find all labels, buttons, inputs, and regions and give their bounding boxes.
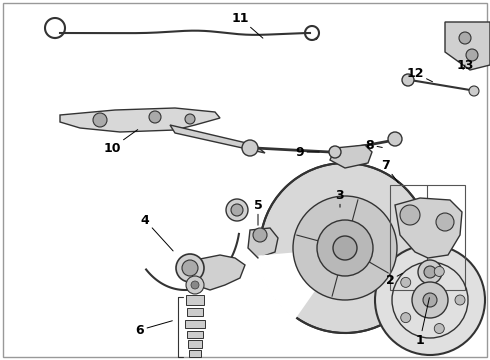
Circle shape	[186, 276, 204, 294]
Circle shape	[149, 111, 161, 123]
Circle shape	[388, 132, 402, 146]
Circle shape	[226, 199, 248, 221]
Circle shape	[242, 140, 258, 156]
Bar	[189, 350, 201, 356]
Text: 7: 7	[381, 158, 398, 183]
Circle shape	[260, 163, 430, 333]
Circle shape	[434, 266, 444, 276]
Circle shape	[231, 204, 243, 216]
Circle shape	[401, 312, 411, 323]
Text: 9: 9	[295, 145, 319, 158]
Circle shape	[293, 196, 397, 300]
Text: 8: 8	[366, 139, 382, 152]
Circle shape	[466, 49, 478, 61]
Polygon shape	[182, 255, 245, 290]
Polygon shape	[170, 125, 265, 153]
Text: 12: 12	[406, 67, 433, 82]
Text: 11: 11	[231, 12, 263, 38]
Circle shape	[317, 220, 373, 276]
Circle shape	[402, 74, 414, 86]
Bar	[188, 340, 202, 348]
Polygon shape	[395, 198, 462, 258]
Bar	[186, 295, 204, 305]
Polygon shape	[445, 22, 490, 70]
Circle shape	[436, 213, 454, 231]
Circle shape	[185, 114, 195, 124]
Circle shape	[455, 295, 465, 305]
Polygon shape	[330, 145, 372, 168]
Bar	[187, 308, 203, 316]
Text: 10: 10	[103, 130, 138, 154]
Circle shape	[401, 277, 411, 287]
Text: 2: 2	[386, 273, 403, 287]
Circle shape	[434, 324, 444, 333]
Text: 13: 13	[456, 59, 474, 72]
Circle shape	[176, 254, 204, 282]
Circle shape	[469, 86, 479, 96]
Text: 4: 4	[141, 213, 173, 251]
Circle shape	[400, 205, 420, 225]
Circle shape	[375, 245, 485, 355]
Circle shape	[412, 282, 448, 318]
Circle shape	[93, 113, 107, 127]
Circle shape	[418, 260, 442, 284]
Circle shape	[191, 281, 199, 289]
Circle shape	[459, 32, 471, 44]
Circle shape	[423, 293, 437, 307]
Circle shape	[253, 228, 267, 242]
Text: 3: 3	[336, 189, 344, 207]
Circle shape	[424, 266, 436, 278]
Bar	[185, 320, 205, 328]
Polygon shape	[60, 108, 220, 132]
Text: 1: 1	[416, 298, 429, 346]
Polygon shape	[248, 228, 278, 258]
Text: 5: 5	[254, 198, 262, 225]
Bar	[187, 330, 203, 338]
Circle shape	[333, 236, 357, 260]
Circle shape	[182, 260, 198, 276]
Text: 6: 6	[136, 321, 172, 337]
Wedge shape	[258, 248, 345, 319]
Circle shape	[329, 146, 341, 158]
